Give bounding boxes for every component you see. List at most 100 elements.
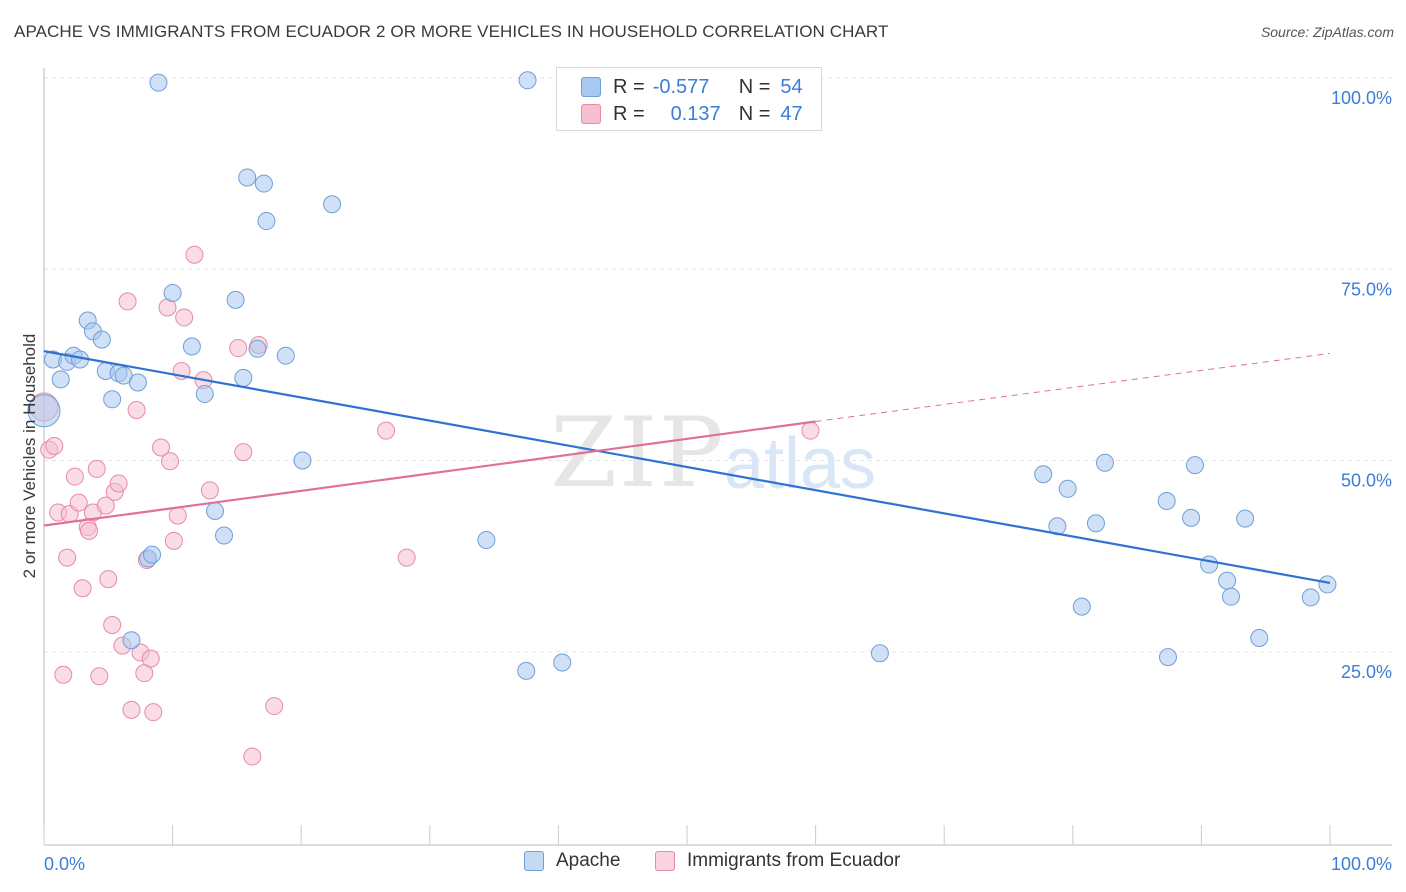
stats-row-ecuador: R = 0.137 N = 47 [557, 100, 803, 128]
ecuador-point-33 [168, 506, 187, 525]
ecuador-point-19 [109, 474, 128, 493]
apache-point-35 [553, 653, 572, 672]
ecuador-r-label: R = [613, 102, 645, 125]
apache-point-29 [276, 346, 295, 365]
y-tick-label-0: 25.0% [1341, 662, 1392, 682]
stats-row-apache: R = -0.577 N = 54 [557, 73, 803, 101]
y-tick-label-3: 100.0% [1331, 88, 1392, 108]
series-apache-points [27, 71, 1337, 680]
apache-point-0 [27, 394, 61, 428]
apache-point-50 [1236, 509, 1255, 528]
apache-point-37 [1034, 465, 1053, 484]
trend-lines [43, 350, 1331, 584]
y-tick-label-1: 50.0% [1341, 471, 1392, 491]
x-tick-label-end: 100.0% [1331, 854, 1392, 874]
series-ecuador-points [29, 245, 820, 766]
ecuador-point-2 [45, 436, 64, 455]
ecuador-point-35 [175, 308, 194, 327]
apache-swatch [581, 77, 601, 97]
legend-item-apache: Apache [524, 850, 620, 872]
ecuador-point-23 [127, 401, 146, 420]
apache-point-39 [1058, 479, 1077, 498]
apache-point-26 [248, 339, 267, 358]
apache-point-23 [226, 290, 245, 309]
ecuador-point-40 [234, 443, 253, 462]
ecuador-point-13 [87, 459, 106, 478]
apache-point-33 [517, 661, 536, 680]
apache-point-42 [1095, 453, 1114, 472]
ecuador-point-29 [152, 438, 171, 457]
apache-point-43 [1157, 492, 1176, 511]
ecuador-point-5 [58, 548, 77, 567]
apache-n-label: N = [738, 75, 771, 98]
ecuador-swatch [581, 104, 601, 124]
ecuador-point-31 [161, 452, 180, 471]
ecuador-trend-extension [815, 352, 1331, 422]
ecuador-point-39 [229, 339, 248, 358]
ecuador-point-17 [103, 615, 122, 634]
ecuador-point-4 [54, 665, 73, 684]
ecuador-point-45 [397, 548, 416, 567]
legend-apache-swatch [524, 851, 544, 871]
ecuador-point-14 [90, 667, 109, 686]
apache-point-2 [51, 370, 70, 389]
ecuador-point-32 [164, 531, 183, 550]
ecuador-point-41 [243, 747, 262, 766]
apache-point-22 [215, 526, 234, 545]
ecuador-point-46 [801, 421, 820, 440]
apache-point-14 [122, 631, 141, 650]
ecuador-point-11 [80, 521, 99, 540]
apache-point-30 [293, 451, 312, 470]
apache-point-28 [257, 212, 276, 231]
watermark: ZIP atlas [550, 397, 876, 509]
apache-point-34 [518, 71, 537, 90]
ecuador-r-value: 0.137 [670, 102, 721, 125]
apache-point-10 [103, 390, 122, 409]
tick-labels: 25.0% 50.0% 75.0% 100.0% 0.0% 100.0% [44, 88, 1392, 874]
apache-point-36 [870, 644, 889, 663]
apache-r-label: R = [613, 75, 645, 98]
legend-apache-label: Apache [556, 850, 621, 871]
watermark-atlas: atlas [724, 424, 876, 504]
apache-point-18 [163, 283, 182, 302]
apache-point-46 [1185, 456, 1204, 475]
ecuador-point-22 [122, 700, 141, 719]
apache-point-32 [477, 531, 496, 550]
ecuador-point-16 [99, 570, 118, 589]
ecuador-point-28 [144, 703, 163, 722]
grid-lines [44, 77, 1392, 653]
y-tick-label-2: 75.0% [1341, 279, 1392, 299]
ecuador-point-7 [65, 467, 84, 486]
apache-point-48 [1218, 571, 1237, 590]
apache-point-47 [1200, 555, 1219, 574]
legend-ecuador-label: Immigrants from Ecuador [687, 850, 901, 871]
ecuador-point-44 [377, 421, 396, 440]
apache-n-value: 54 [780, 75, 803, 98]
apache-point-40 [1072, 597, 1091, 616]
chart-title: APACHE VS IMMIGRANTS FROM ECUADOR 2 OR M… [14, 22, 889, 41]
apache-point-21 [206, 501, 225, 520]
apache-point-17 [149, 73, 168, 92]
ecuador-trend-line [43, 420, 816, 527]
legend-ecuador-swatch [655, 851, 675, 871]
ecuador-n-value: 47 [780, 102, 803, 125]
ecuador-point-21 [118, 292, 137, 311]
apache-r-value: -0.577 [652, 75, 710, 98]
apache-point-16 [143, 545, 162, 564]
stats-box: R = -0.577 N = 54 R = 0.137 N = 47 [556, 67, 822, 131]
ecuador-point-8 [69, 493, 88, 512]
apache-point-27 [254, 174, 273, 193]
apache-point-13 [128, 373, 147, 392]
apache-point-49 [1221, 587, 1240, 606]
ecuador-n-label: N = [738, 102, 771, 125]
apache-point-24 [234, 368, 253, 387]
apache-point-44 [1158, 648, 1177, 667]
ecuador-point-27 [141, 649, 160, 668]
ecuador-point-15 [96, 496, 115, 515]
apache-point-20 [195, 384, 214, 403]
apache-point-45 [1182, 508, 1201, 527]
apache-point-25 [238, 168, 257, 187]
apache-point-8 [92, 330, 111, 349]
ecuador-point-38 [200, 481, 219, 500]
